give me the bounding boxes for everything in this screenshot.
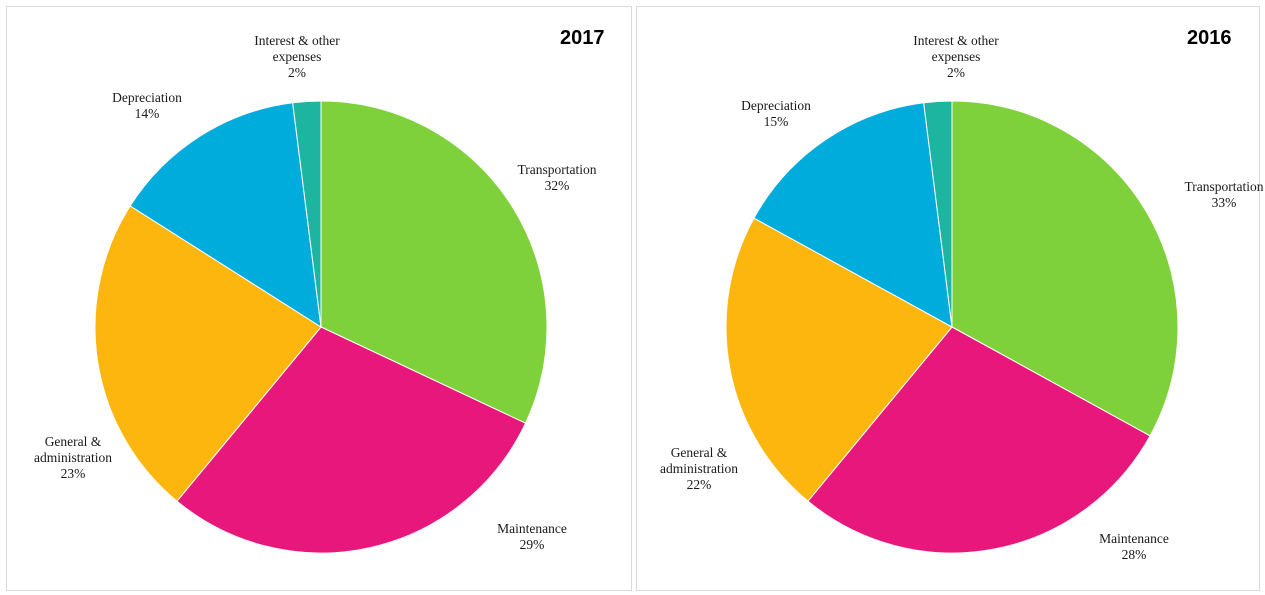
pie-slice-interest-other-expenses: [292, 100, 322, 328]
slice-label-interest-other-expenses: Interest & other expenses 2%: [254, 33, 340, 80]
chart-panel-2016: 2016 Transportation 33% Maintenance 28% Ge…: [636, 6, 1264, 591]
chart-panel-2017: 2017 Transportation 32% Maintenance 29% Ge…: [6, 6, 632, 591]
slice-label-transportation: Transportation 32%: [517, 162, 597, 193]
pie-slice-general-administration: [725, 217, 953, 502]
chart-title: 2016: [1187, 27, 1232, 49]
pie-chart-2016: [725, 100, 1179, 554]
slice-label-transportation: Transportation 33%: [1184, 179, 1264, 210]
pie-slice-transportation: [320, 100, 548, 424]
pie-chart-2017: [94, 100, 548, 554]
pie-slice-transportation: [951, 100, 1179, 437]
pie-slice-depreciation: [753, 102, 953, 328]
chart-title: 2017: [560, 27, 605, 49]
pie-slice-interest-other-expenses: [923, 100, 953, 328]
slice-label-general-administration: General & administration 23%: [34, 434, 112, 481]
slice-label-general-administration: General & administration 22%: [660, 445, 738, 492]
pie-slice-depreciation: [129, 102, 322, 328]
pie-slice-maintenance: [807, 326, 1151, 554]
pie-slice-general-administration: [94, 205, 322, 502]
slice-label-maintenance: Maintenance 28%: [1099, 531, 1169, 562]
pie-slice-maintenance: [176, 326, 527, 554]
slice-label-maintenance: Maintenance 29%: [497, 521, 567, 552]
slice-label-interest-other-expenses: Interest & other expenses 2%: [913, 33, 999, 80]
slice-label-depreciation: Depreciation 14%: [112, 90, 182, 121]
slice-label-depreciation: Depreciation 15%: [741, 98, 811, 129]
